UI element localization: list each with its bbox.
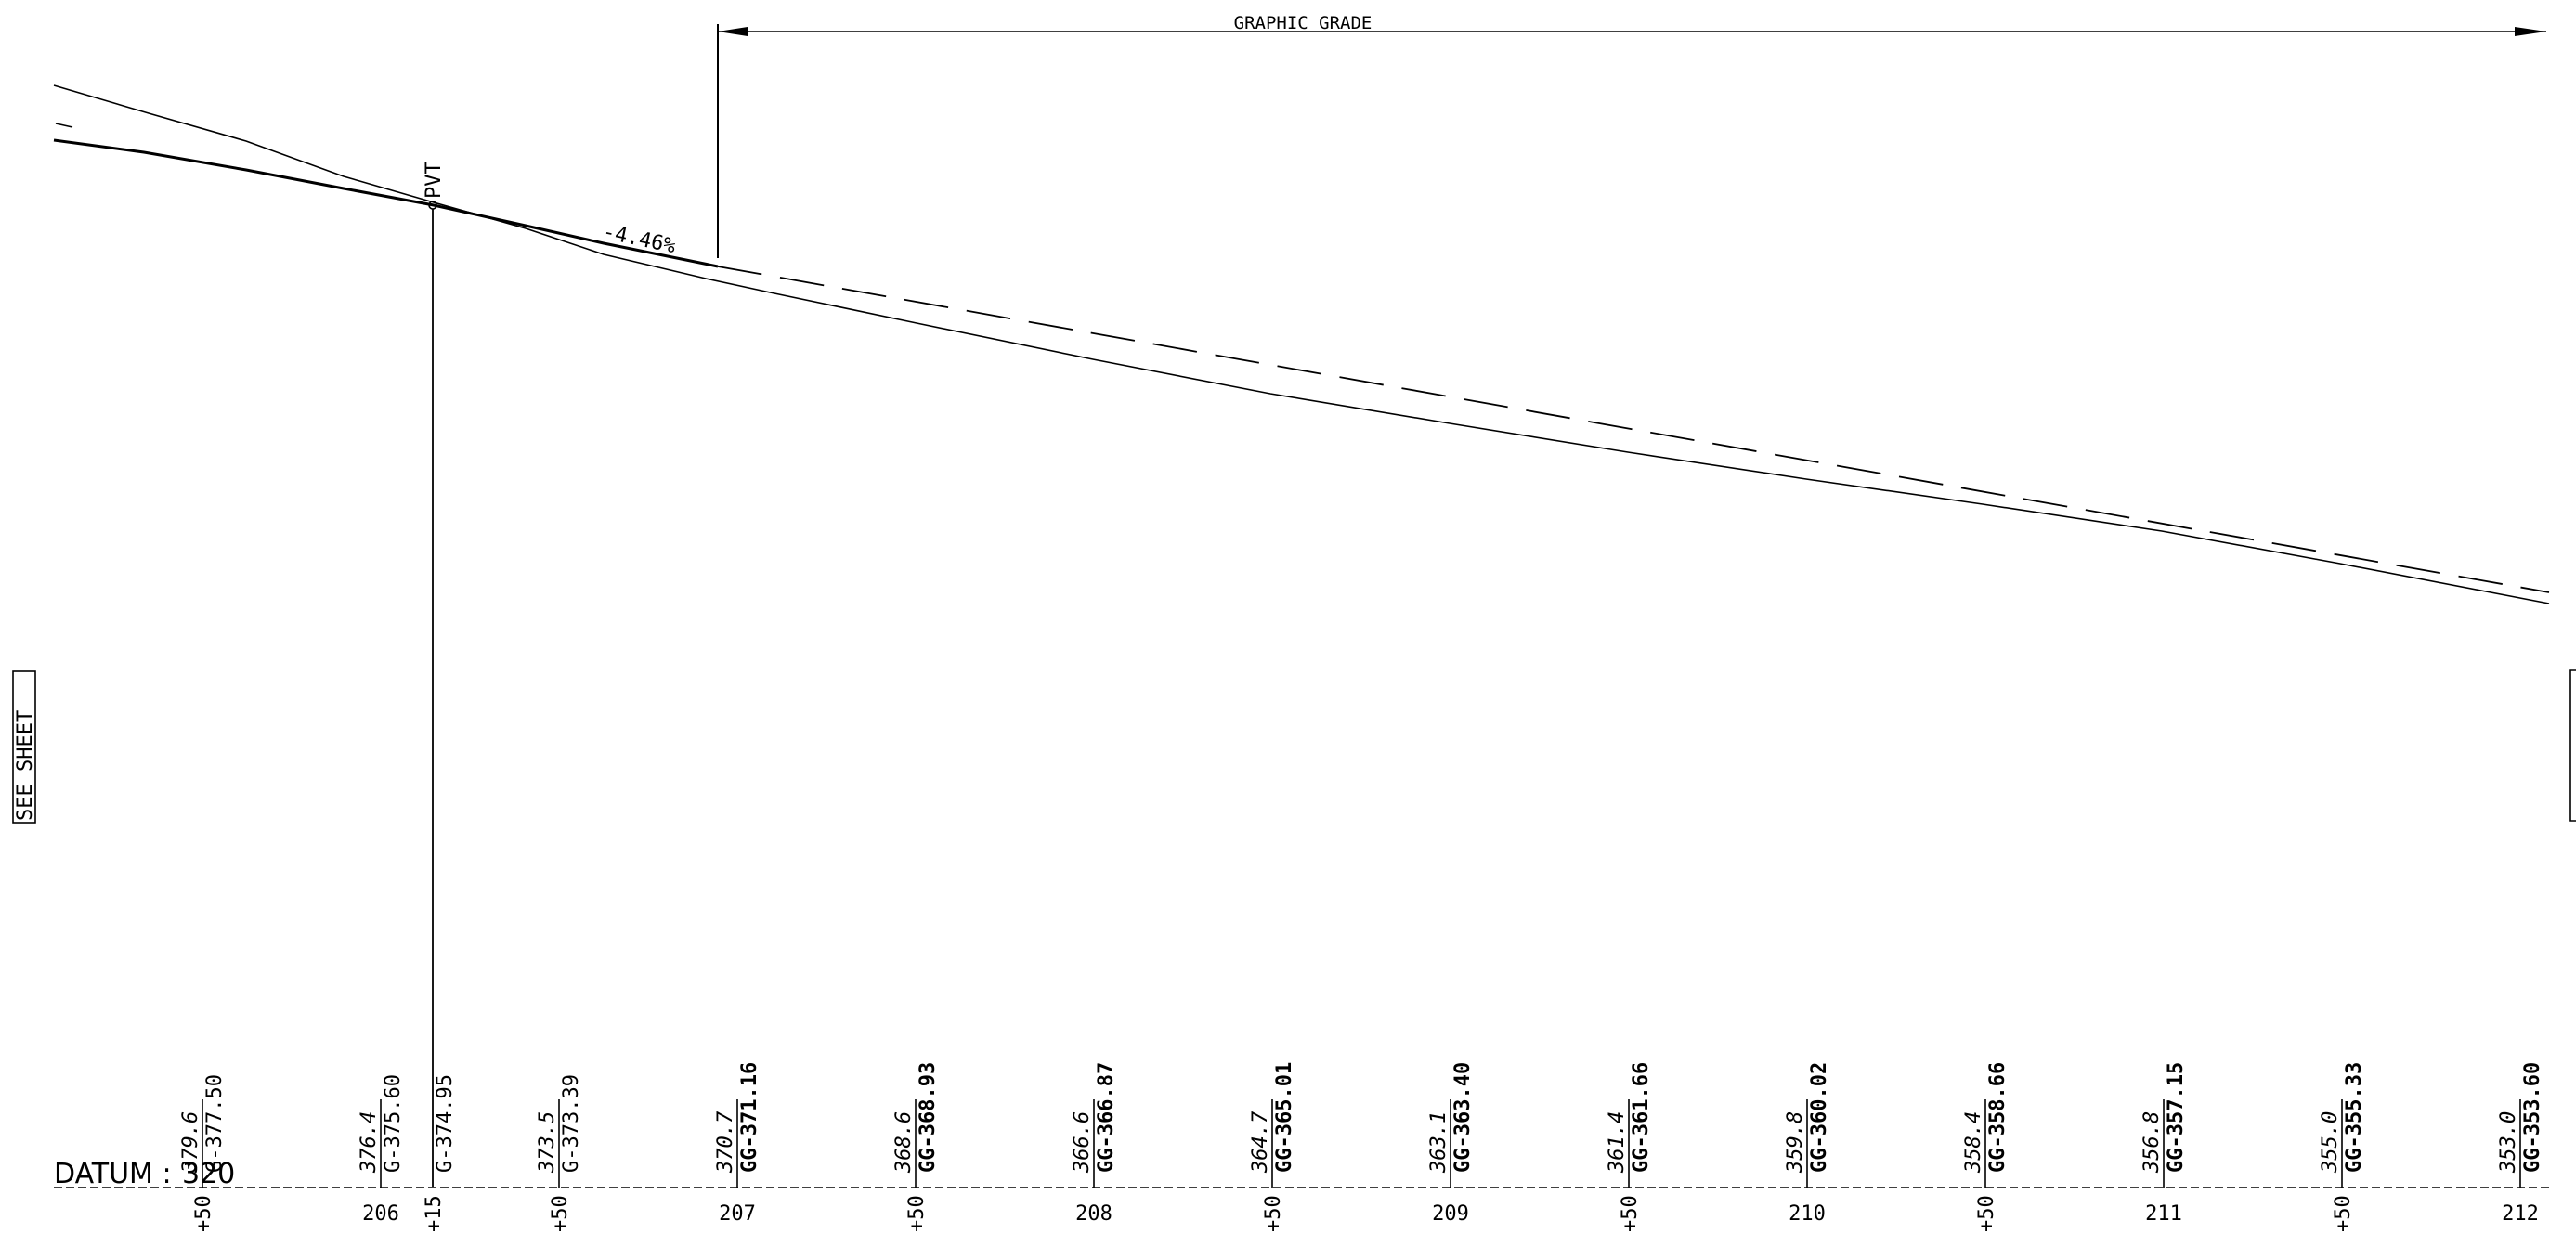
station-label: 210 [1789, 1202, 1826, 1226]
datum-value: 320 [182, 1158, 235, 1190]
station-label: +50 [192, 1195, 215, 1232]
grade-elevation: GG-357.15 [2165, 1062, 2188, 1173]
existing-elevation: 366.6 [1071, 1111, 1094, 1174]
existing-elevation: 370.7 [714, 1110, 737, 1174]
grade-elevation: GG-365.01 [1273, 1062, 1296, 1173]
arrowhead-right-icon [2515, 27, 2546, 36]
existing-elevation: 361.4 [1606, 1111, 1629, 1174]
station-label: +50 [2332, 1195, 2355, 1232]
station-label: +50 [1262, 1195, 1285, 1232]
grade-elevation: G-377.50 [203, 1074, 227, 1173]
grade-elevation: G-375.60 [382, 1074, 405, 1173]
station-label: 212 [2502, 1202, 2539, 1226]
station-label: 207 [719, 1202, 756, 1226]
graphic-grade-dimension: GRAPHIC GRADE [717, 13, 2546, 258]
see-sheet-box [12, 670, 36, 824]
existing-ground-line [53, 84, 2550, 604]
existing-elevation: 376.4 [358, 1111, 381, 1174]
grade-elevation: GG-355.33 [2343, 1062, 2366, 1173]
grade-elevation: GG-371.16 [738, 1062, 761, 1173]
existing-ground-fragment [55, 123, 73, 128]
pvt-point-icon [428, 201, 437, 210]
existing-elevation: 379.6 [179, 1111, 202, 1174]
grade-elevation: G-373.39 [560, 1074, 583, 1173]
grade-elevation: G-374.95 [434, 1074, 457, 1173]
grade-elevation: GG-363.40 [1451, 1062, 1475, 1173]
existing-elevation: 359.8 [1784, 1111, 1807, 1174]
existing-elevation: 356.8 [2140, 1111, 2164, 1174]
station-label: +50 [549, 1195, 572, 1232]
station-label: 206 [362, 1202, 399, 1226]
existing-elevation: 353.0 [2497, 1111, 2520, 1174]
graphic-grade-line [717, 266, 2550, 593]
existing-elevation: 368.6 [892, 1111, 916, 1174]
station-label: +50 [905, 1195, 929, 1232]
station-label: +15 [423, 1195, 446, 1232]
station-label: 208 [1075, 1202, 1112, 1226]
existing-elevation: 363.1 [1427, 1111, 1451, 1174]
existing-elevation: 373.5 [536, 1111, 559, 1174]
grade-elevation: GG-366.87 [1095, 1062, 1118, 1173]
arrowhead-left-icon [718, 27, 748, 36]
grade-elevation: GG-358.66 [1986, 1062, 2010, 1173]
see-sheet-box-right [2569, 669, 2576, 822]
station-label: +50 [1975, 1195, 1998, 1232]
grade-elevation: GG-361.66 [1630, 1062, 1653, 1173]
grade-elevation: GG-360.02 [1808, 1062, 1831, 1173]
graphic-grade-title: GRAPHIC GRADE [1234, 13, 1373, 33]
datum-label: DATUM : [54, 1158, 172, 1190]
existing-elevation: 358.4 [1962, 1111, 1985, 1174]
grade-elevation: GG-353.60 [2521, 1062, 2544, 1173]
proposed-grade-line [53, 138, 719, 268]
existing-elevation: 364.7 [1249, 1110, 1272, 1174]
grade-elevation: GG-368.93 [917, 1062, 940, 1173]
see-sheet-label: SEE SHEET [14, 710, 37, 821]
station-label: 209 [1432, 1202, 1469, 1226]
station-label: +50 [1619, 1195, 1642, 1232]
station-label: 211 [2145, 1202, 2182, 1226]
pvt-marker: PVT [423, 162, 446, 1187]
grade-percent-label: -4.46% [601, 220, 678, 258]
pvt-label: PVT [423, 162, 446, 199]
existing-elevation: 355.0 [2319, 1111, 2342, 1174]
